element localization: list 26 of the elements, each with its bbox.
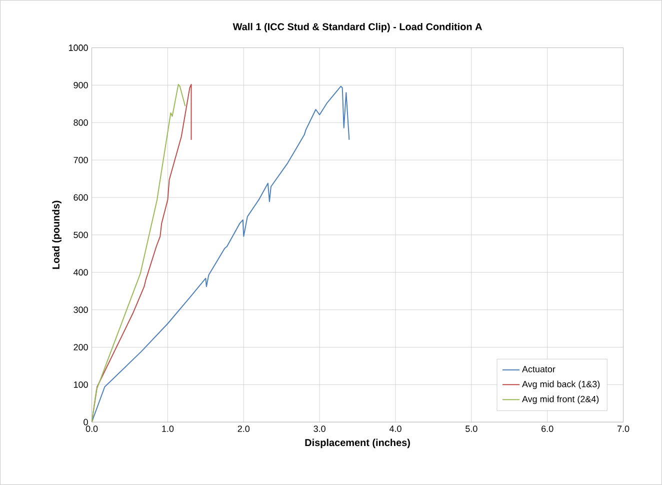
y-tick-label: 500 (74, 232, 88, 238)
x-tick-label: 4.0 (389, 426, 402, 432)
legend-label: Avg mid back (1&3) (522, 380, 600, 390)
y-tick-label: 1000 (68, 44, 88, 51)
x-tick-label: 2.0 (238, 426, 250, 432)
y-tick-label: 100 (74, 382, 88, 388)
y-axis-title: Load (pounds) (52, 200, 62, 269)
x-tick-label: 3.0 (314, 426, 326, 432)
line-series (92, 86, 350, 422)
y-tick-label: 600 (74, 194, 88, 201)
legend-label: Avg mid front (2&4) (522, 396, 599, 404)
y-tick-label: 700 (74, 156, 88, 164)
y-tick-label: 300 (74, 306, 88, 314)
x-tick-label: 0.0 (86, 426, 98, 432)
legend-label: Actuator (522, 366, 556, 372)
x-tick-label: 1.0 (162, 426, 174, 432)
y-tick-label: 900 (74, 82, 88, 88)
x-tick-label: 6.0 (542, 426, 554, 432)
chart-title: Wall 1 (ICC Stud & Standard Clip) - Load Condition A (232, 23, 482, 32)
y-tick-label: 200 (74, 344, 88, 350)
x-axis-title: Displacement (inches) (305, 438, 410, 448)
y-tick-label: 400 (73, 269, 88, 276)
y-tick-label: 0 (84, 418, 88, 426)
x-tick-label: 5.0 (466, 426, 478, 432)
x-tick-label: 7.0 (617, 426, 630, 432)
y-tick-label: 800 (74, 119, 88, 126)
